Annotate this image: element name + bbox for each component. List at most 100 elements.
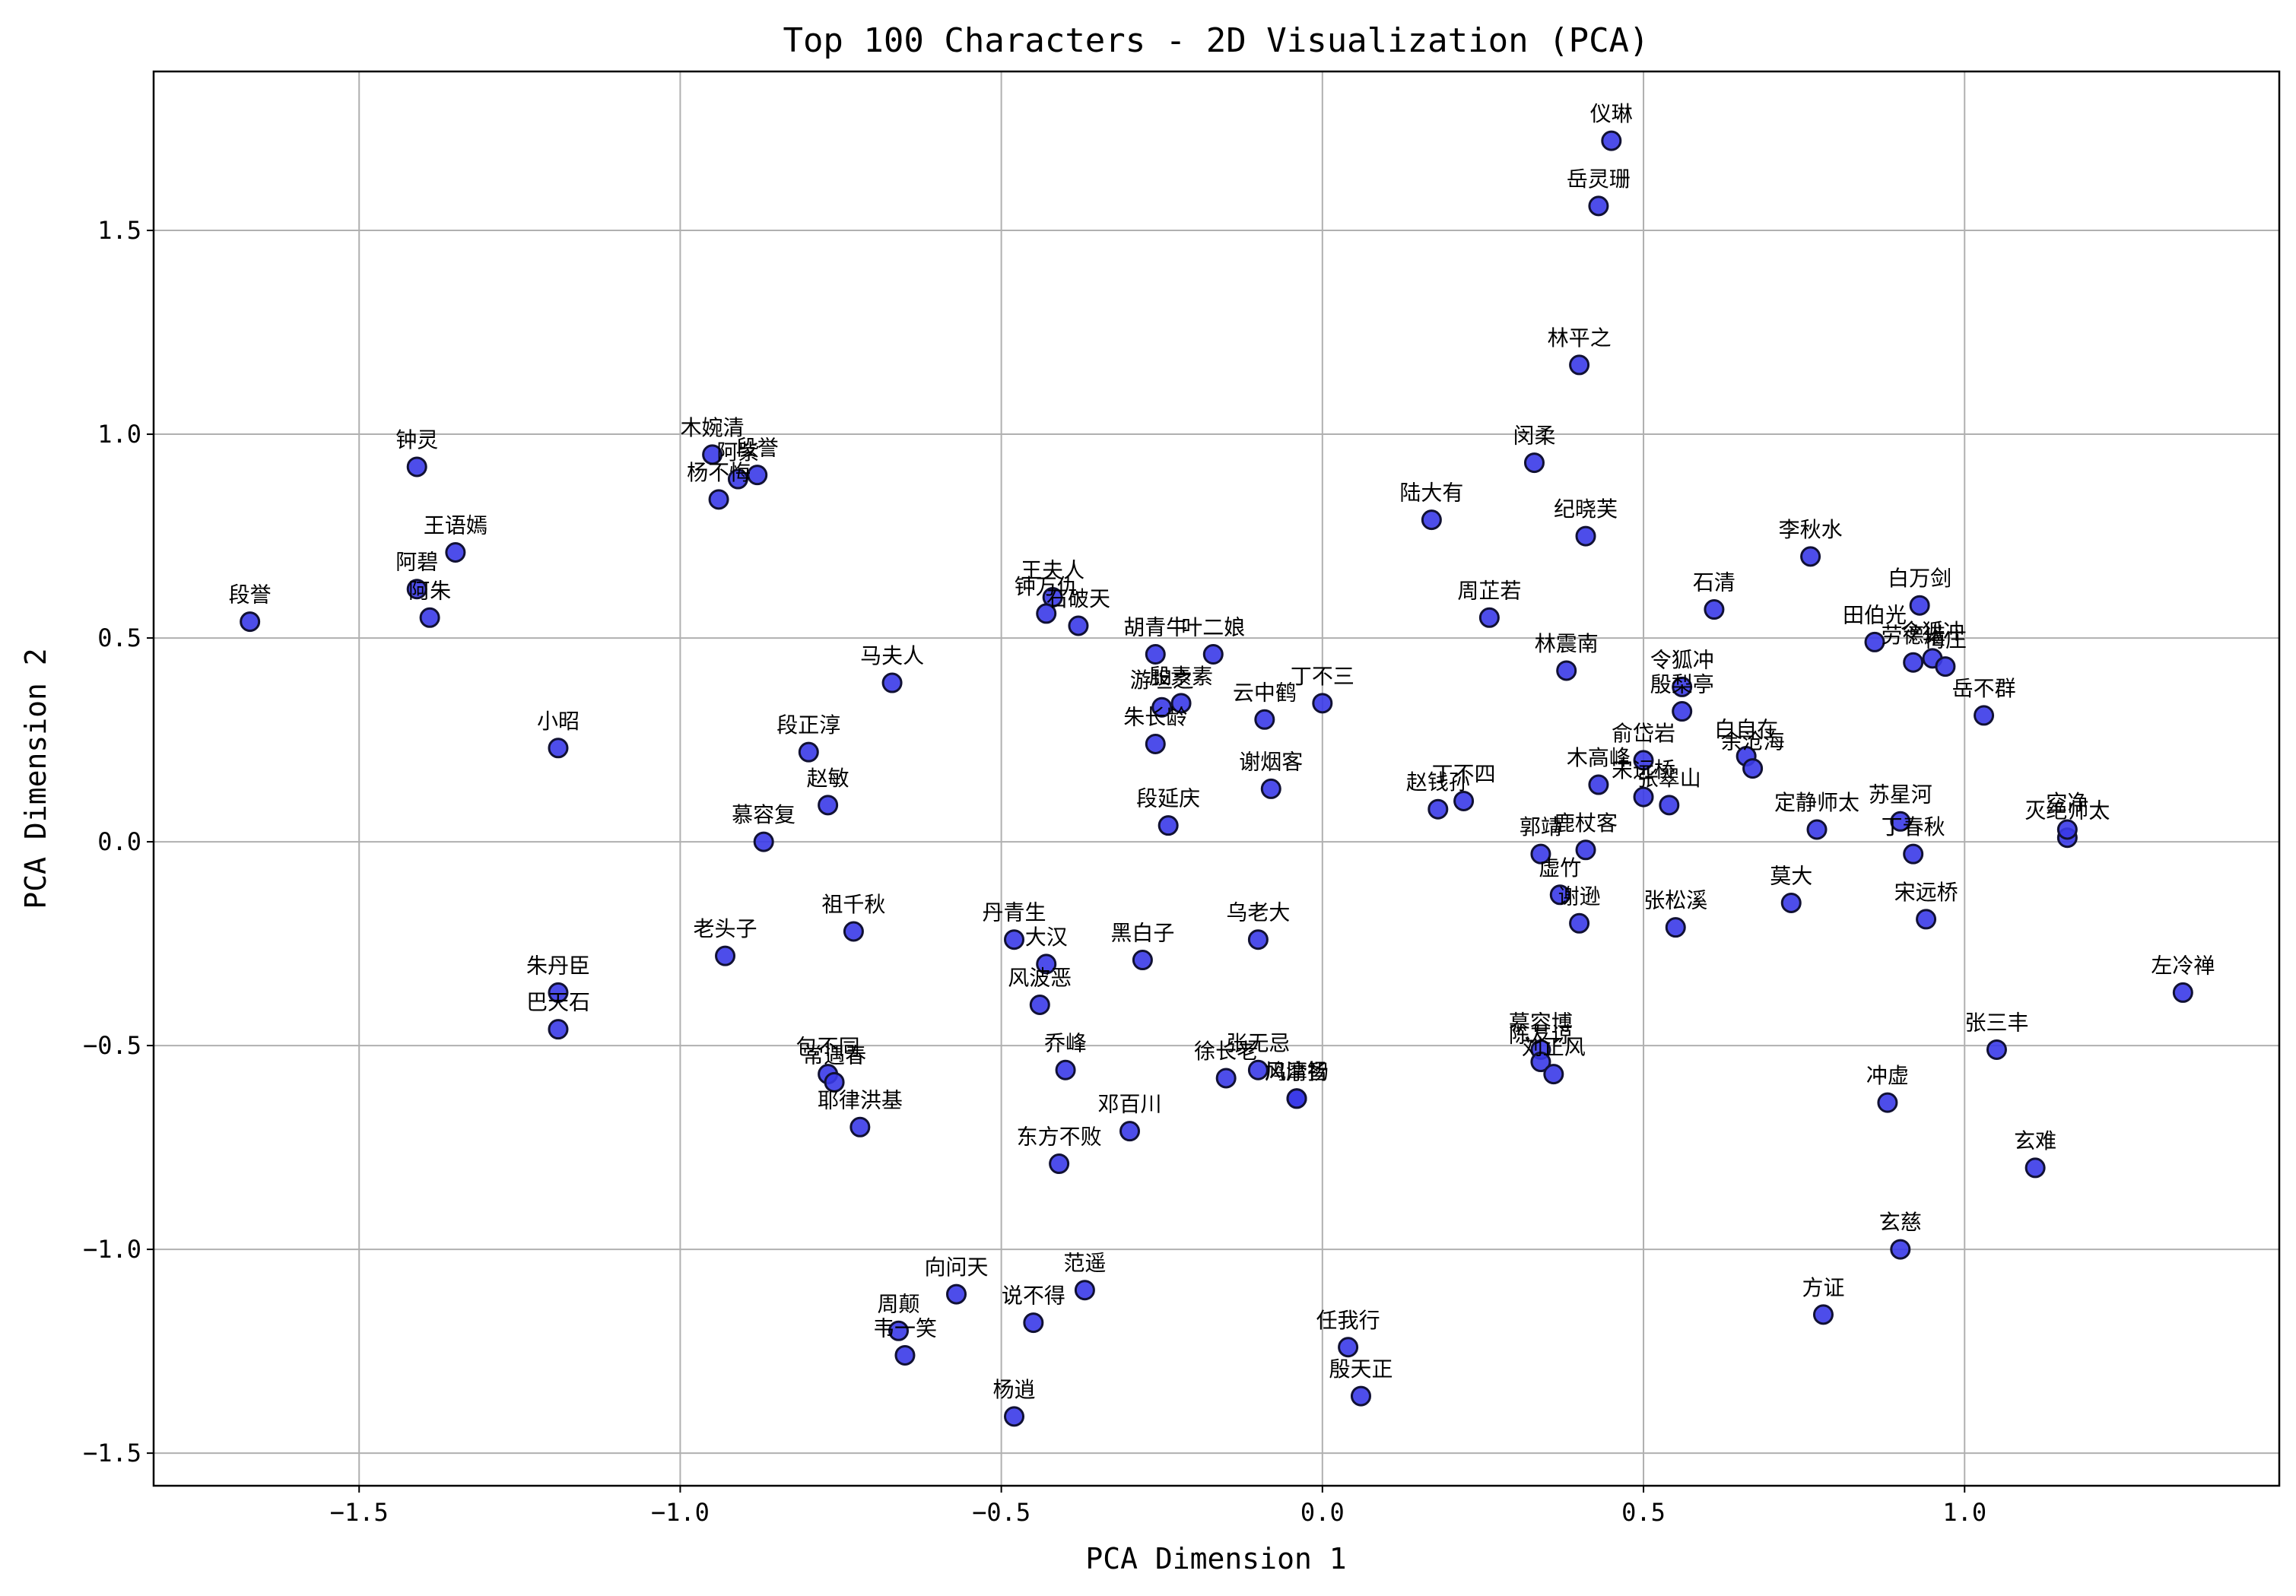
scatter-point: [708, 489, 729, 510]
scatter-point: [843, 921, 864, 942]
x-tick-label: 0.0: [1300, 1498, 1345, 1527]
data-points: [240, 130, 2193, 1427]
scatter-point: [1145, 644, 1166, 665]
point-label: 阿紫: [716, 439, 759, 465]
y-tick-label: −1.5: [83, 1439, 141, 1467]
scatter-point: [1672, 676, 1693, 697]
scatter-point: [1036, 953, 1057, 975]
point-label: 木高峰: [1567, 745, 1631, 770]
scatter-point: [1004, 1406, 1025, 1427]
point-label: 丁不四: [1432, 761, 1496, 786]
grid: [154, 71, 2279, 1486]
point-label: 胡青牛: [1123, 615, 1187, 640]
point-label: 木婉清: [681, 415, 745, 440]
point-label: 纪晓芙: [1554, 497, 1618, 522]
point-label: 老头子: [694, 916, 757, 941]
point-label: 林平之: [1548, 325, 1612, 351]
plot-frame: [152, 70, 2281, 1487]
scatter-point: [1421, 509, 1442, 531]
point-label: 林震南: [1535, 631, 1599, 656]
point-label: 宋远桥: [1612, 757, 1675, 782]
scatter-point: [1864, 631, 1885, 652]
y-axis-label: PCA Dimension 2: [19, 648, 52, 909]
y-tick-label: 1.0: [97, 420, 141, 449]
scatter-point: [1049, 1153, 1070, 1175]
scatter-point: [1633, 750, 1654, 771]
point-label: 张松溪: [1643, 888, 1707, 913]
point-label: 巴天石: [526, 990, 590, 1015]
x-axis-label: PCA Dimension 1: [1085, 1542, 1346, 1575]
point-label: 鸠摩智: [1265, 1059, 1329, 1084]
scatter-point: [1877, 1092, 1898, 1113]
point-label: 仪琳: [1590, 101, 1633, 126]
scatter-point: [1672, 701, 1693, 722]
point-label: 俞岱岩: [1612, 721, 1675, 746]
scatter-point: [1601, 130, 1622, 151]
scatter-point: [1633, 786, 1654, 808]
scatter-point: [1575, 525, 1596, 547]
scatter-point: [1569, 354, 1590, 376]
scatter-point: [747, 465, 768, 486]
scatter-point: [946, 1283, 967, 1305]
y-tick-label: 0.0: [97, 827, 141, 856]
x-tick-label: −1.5: [330, 1498, 389, 1527]
scatter-point: [1569, 912, 1590, 934]
point-label: 张三丰: [1964, 1010, 2028, 1035]
scatter-point: [2024, 1157, 2046, 1179]
point-label: 徐长老: [1194, 1039, 1258, 1064]
scatter-point: [1151, 696, 1173, 718]
scatter-point: [1132, 950, 1153, 971]
scatter-point: [1742, 758, 1764, 779]
point-label: 莫大: [1770, 863, 1812, 888]
point-label: 钟万仇: [1015, 574, 1078, 599]
scatter-point: [2172, 982, 2193, 1003]
point-label: 郭靖: [1520, 814, 1562, 839]
scatter-point: [548, 1019, 569, 1040]
point-label: 段延庆: [1136, 786, 1200, 811]
scatter-point: [1974, 705, 1995, 726]
scatter-point: [1575, 839, 1596, 861]
point-label: 黑白子: [1110, 921, 1174, 946]
point-label: 韦一笑: [873, 1315, 937, 1341]
point-label: 白万剑: [1888, 566, 1951, 591]
point-label: 邓百川: [1097, 1092, 1161, 1117]
y-tick-label: 1.5: [97, 216, 141, 245]
scatter-point: [1036, 603, 1057, 624]
scatter-point: [1588, 195, 1609, 217]
scatter-point: [1478, 607, 1500, 628]
point-label: 阿碧: [395, 550, 438, 575]
scatter-point: [1704, 599, 1725, 620]
scatter-point: [849, 1116, 871, 1138]
point-label: 范遥: [1063, 1251, 1106, 1276]
scatter-point: [1247, 929, 1269, 950]
point-label: 游坦之: [1130, 668, 1194, 693]
point-label: 余沧海: [1721, 729, 1785, 754]
x-tick-label: −1.0: [651, 1498, 710, 1527]
scatter-point: [702, 444, 723, 465]
scatter-point: [1453, 790, 1475, 811]
point-label: 丁春秋: [1882, 814, 1945, 839]
scatter-point: [1029, 994, 1050, 1015]
point-label: 祖千秋: [821, 892, 885, 917]
scatter-point: [1549, 884, 1570, 906]
point-label: 耶律洪基: [818, 1087, 903, 1112]
scatter-point: [419, 607, 440, 628]
point-label: 说不得: [1002, 1283, 1065, 1309]
scatter-point: [1350, 1385, 1371, 1407]
point-label: 殷素素: [1149, 664, 1213, 689]
scatter-point: [1004, 929, 1025, 950]
scatter-point: [824, 1071, 845, 1093]
scatter-point: [2056, 819, 2078, 840]
point-label: 东方不败: [1017, 1125, 1102, 1150]
point-label: 段正淳: [776, 712, 840, 738]
point-label: 梅庄: [1924, 627, 1967, 652]
point-label: 朱长龄: [1123, 704, 1187, 729]
scatter-point: [715, 945, 736, 966]
point-label: 赵钱孙: [1406, 769, 1470, 795]
point-label: 左冷禅: [2151, 953, 2215, 978]
scatter-point: [548, 982, 569, 1003]
point-label: 任我行: [1316, 1308, 1380, 1333]
x-tick-label: 1.0: [1942, 1498, 1986, 1527]
scatter-point: [1068, 615, 1089, 636]
